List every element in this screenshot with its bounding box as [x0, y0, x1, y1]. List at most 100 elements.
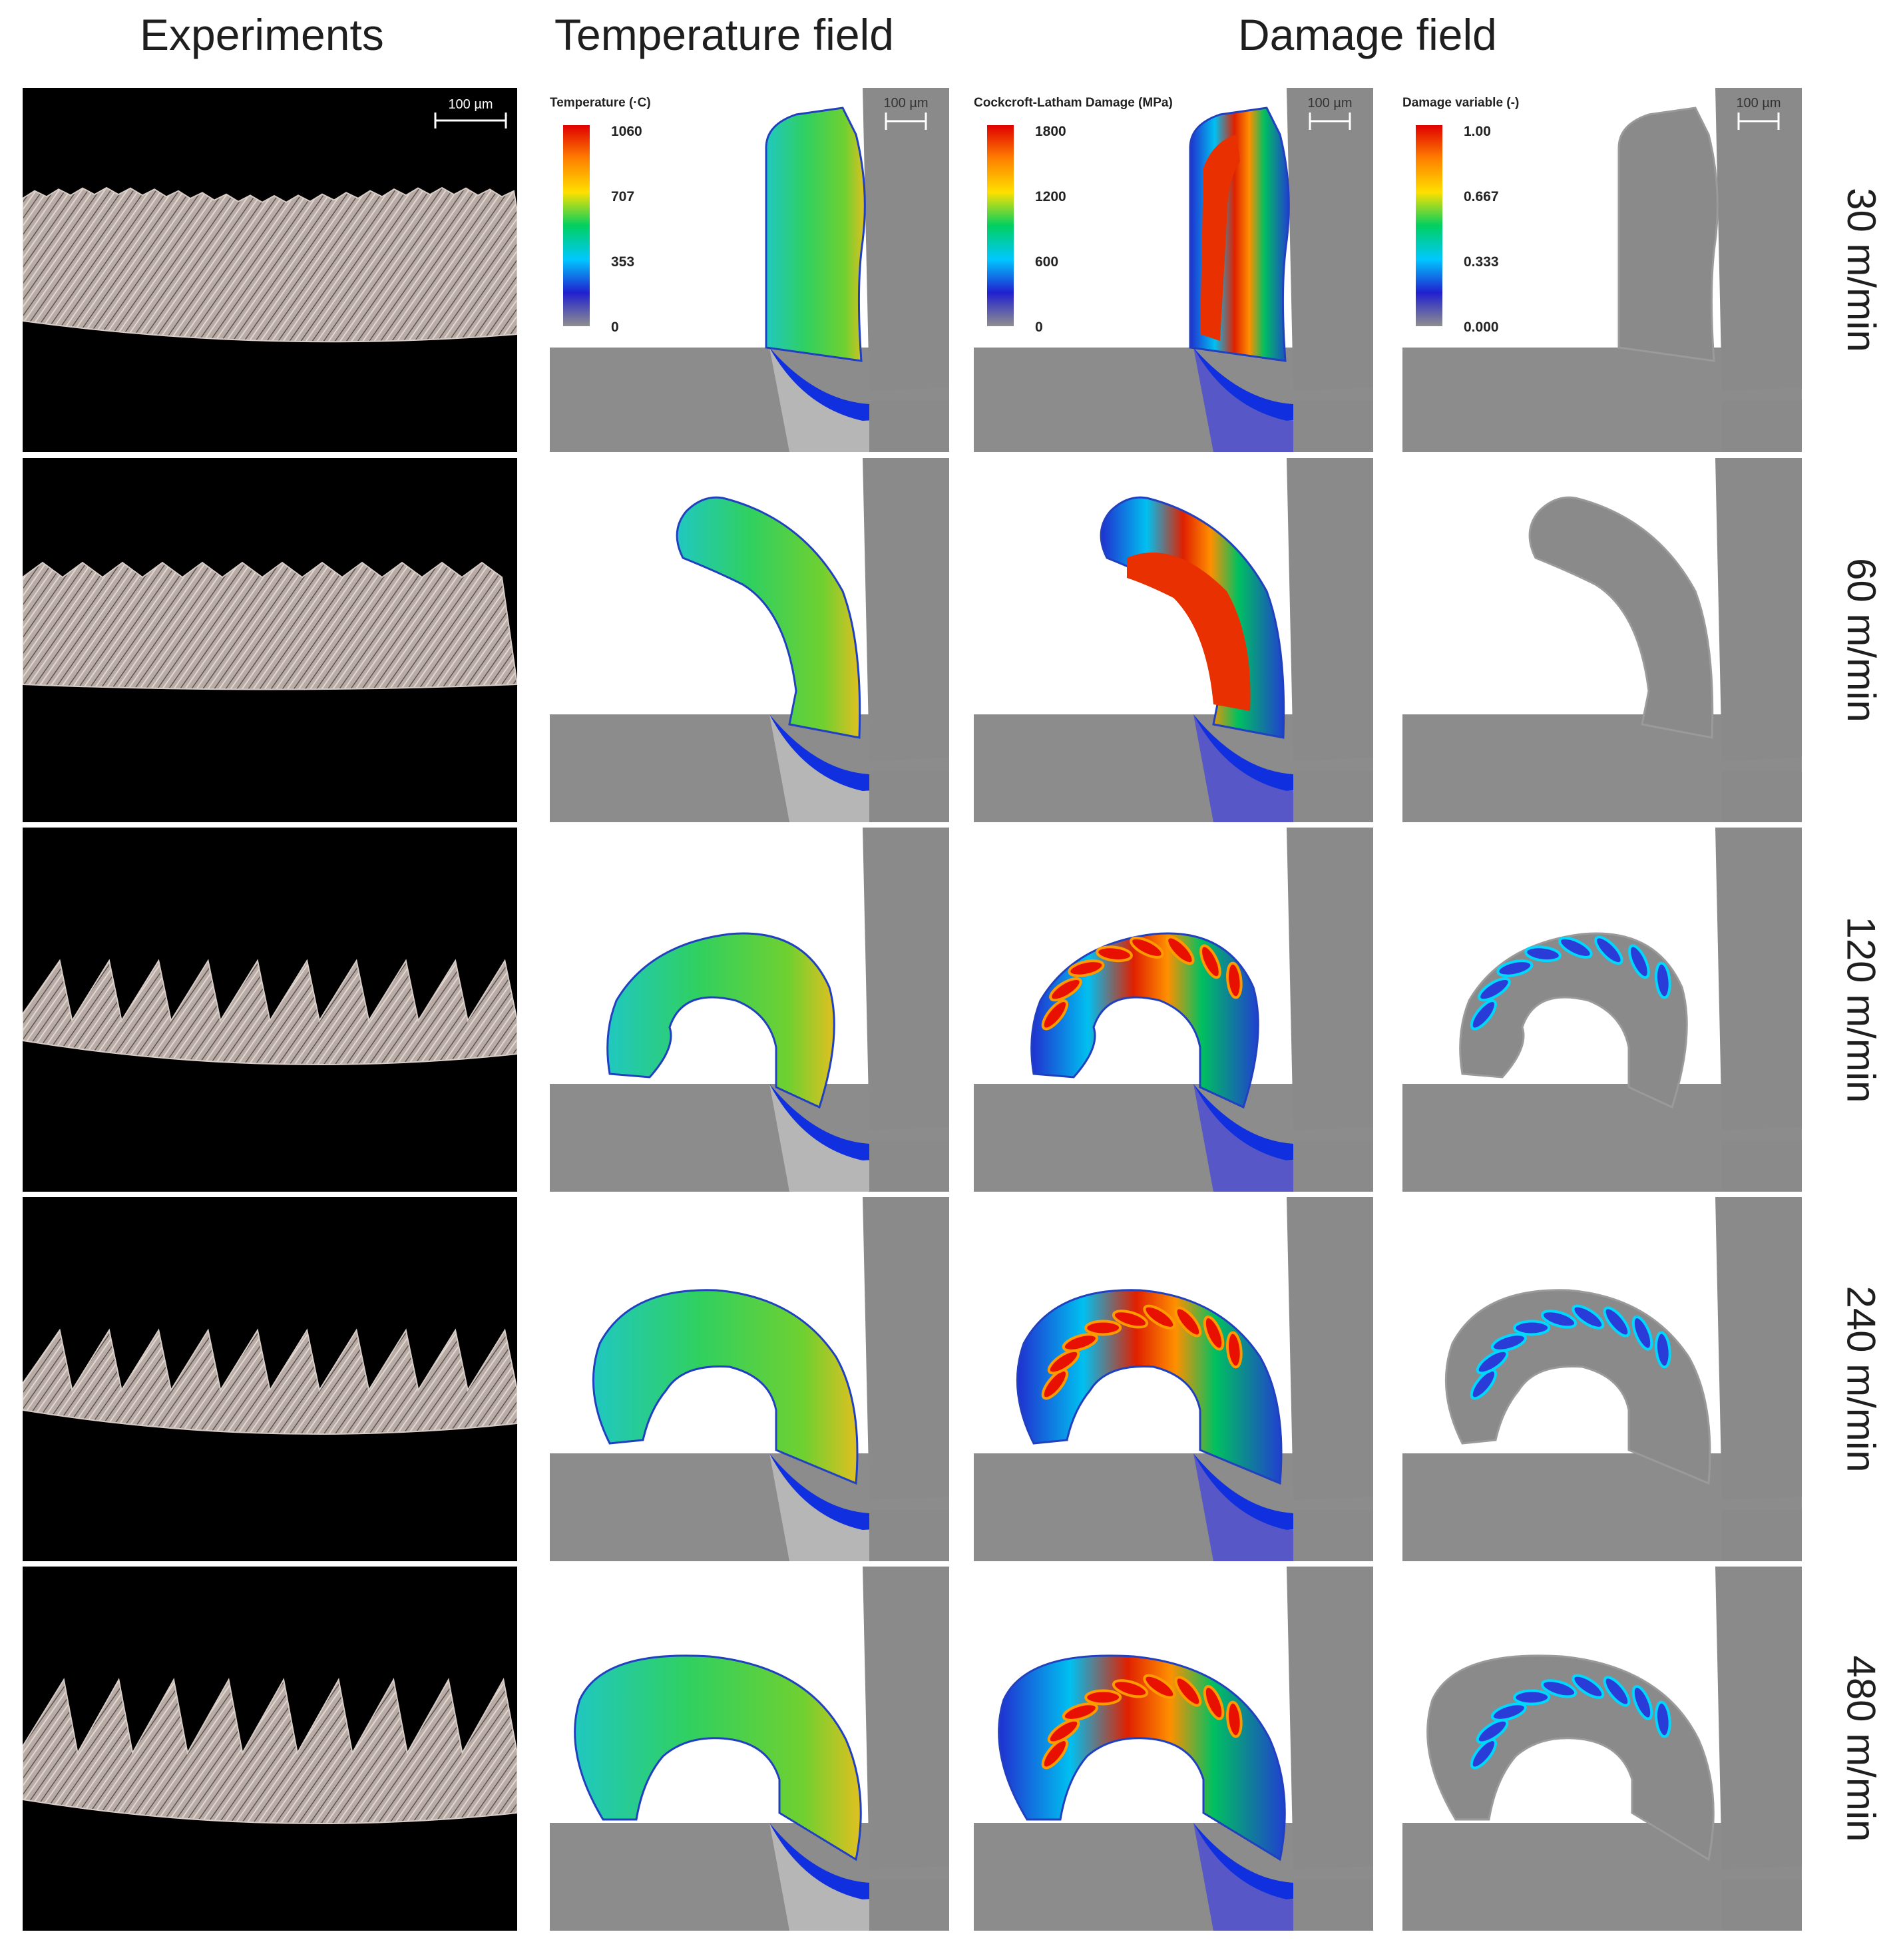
cutting-tool	[863, 1197, 949, 1500]
legend-tick: 353	[611, 254, 635, 270]
shear-band	[1203, 1685, 1225, 1720]
shear-band	[1041, 1738, 1068, 1770]
legend-tick: 1800	[1035, 124, 1066, 139]
chip-temperature-field	[574, 1654, 862, 1861]
shear-band	[1655, 961, 1671, 999]
scale-bar: 100 µm	[1732, 96, 1785, 131]
cutting-speed-text: 480 m/min	[1838, 1655, 1884, 1842]
shear-band	[1143, 1304, 1176, 1330]
cutting-speed-text: 60 m/min	[1838, 558, 1884, 722]
cutting-tool	[863, 828, 949, 1130]
shear-band	[1490, 1702, 1527, 1722]
legend-title: Cockcroft-Latham Damage (MPa)	[974, 96, 1173, 110]
damage-variable-simulation-panel	[1402, 458, 1802, 822]
cutting-speed-label: 60 m/min	[1829, 458, 1893, 822]
legend-tick: 0	[1035, 320, 1043, 335]
legend-tick: 1060	[611, 124, 642, 139]
serrated-chip	[23, 561, 517, 690]
serrated-chip	[23, 1678, 517, 1824]
legend-tick: 0	[611, 320, 619, 335]
scale-bar-label: 100 µm	[883, 96, 929, 111]
shear-band	[1470, 1738, 1497, 1770]
temperature-simulation-panel: Temperature (·C) 1060 707 353 0 100 µm	[550, 88, 949, 452]
cutting-tool	[1715, 88, 1802, 391]
legend-color-bar	[563, 125, 590, 326]
shear-band	[1655, 1700, 1671, 1738]
shear-band	[1540, 1679, 1578, 1698]
shear-band	[1490, 1333, 1527, 1352]
experiment-micrograph-panel	[23, 828, 517, 1192]
cutting-tool	[863, 458, 949, 761]
shear-band	[1594, 935, 1623, 965]
cockcroft-simulation-panel: Cockcroft-Latham Damage (MPa) 1800 1200 600…	[974, 88, 1373, 452]
shear-band	[1174, 1306, 1202, 1338]
shear-band	[1572, 1674, 1605, 1699]
shear-band	[1203, 1316, 1225, 1351]
scale-bar: 100 µm	[434, 97, 507, 128]
scale-bar: 100 µm	[1303, 96, 1357, 131]
legend-tick: 0.667	[1464, 189, 1499, 204]
shear-band	[1603, 1676, 1631, 1707]
legend-tick: 0.333	[1464, 254, 1499, 270]
chip-damage-variable-field	[1617, 107, 1719, 362]
shear-band	[1524, 945, 1562, 963]
damage-variable-simulation-panel: Damage variable (-) 1.00 0.667 0.333 0.000 10…	[1402, 88, 1802, 452]
cockcroft-simulation-panel	[974, 1197, 1373, 1561]
damage-zone	[1200, 134, 1240, 341]
chip-temperature-field	[765, 107, 866, 362]
shear-band	[1513, 1320, 1551, 1336]
cutting-speed-label: 120 m/min	[1829, 828, 1893, 1192]
legend-tick: 707	[611, 189, 635, 204]
cockcroft-simulation-panel	[974, 458, 1373, 822]
serrated-chip	[23, 959, 517, 1065]
scale-bar-label: 100 µm	[448, 97, 493, 112]
cutting-tool	[1715, 458, 1802, 761]
temperature-simulation-panel	[550, 1567, 949, 1931]
cutting-speed-text: 30 m/min	[1838, 188, 1884, 352]
cutting-speed-label: 30 m/min	[1829, 88, 1893, 452]
experiments-header: Experiments	[140, 10, 384, 59]
damage-field-header: Damage field	[1238, 10, 1497, 59]
shear-band	[1572, 1304, 1605, 1330]
cutting-speed-text: 120 m/min	[1838, 916, 1884, 1103]
shear-band	[1062, 1333, 1098, 1352]
experiment-micrograph-panel	[23, 458, 517, 822]
serrated-chip	[23, 1328, 517, 1435]
cutting-speed-label: 480 m/min	[1829, 1567, 1893, 1931]
temperature-simulation-panel	[550, 828, 949, 1192]
cutting-tool	[1715, 1197, 1802, 1500]
damage-variable-simulation-panel	[1402, 828, 1802, 1192]
chip-temperature-field	[676, 496, 861, 739]
cutting-tool	[1287, 828, 1373, 1130]
shear-band	[1112, 1310, 1149, 1329]
shear-band	[1628, 944, 1650, 979]
cutting-speed-text: 240 m/min	[1838, 1286, 1884, 1473]
shear-band	[1631, 1685, 1653, 1720]
shear-band	[1226, 961, 1243, 999]
cutting-tool	[863, 88, 949, 391]
shear-band	[1470, 1369, 1497, 1400]
shear-band	[1084, 1689, 1122, 1706]
shear-band	[1470, 999, 1497, 1031]
legend-title: Temperature (·C)	[550, 96, 651, 110]
shear-band	[1476, 1718, 1509, 1744]
shear-band	[1047, 1349, 1080, 1375]
shear-band	[1068, 959, 1105, 977]
temperature-simulation-panel	[550, 458, 949, 822]
chip-temperature-field	[606, 932, 835, 1109]
legend-color-bar	[1416, 125, 1442, 326]
legend-tick: 0.000	[1464, 320, 1499, 335]
cutting-tool	[863, 1567, 949, 1869]
shear-band	[1226, 1331, 1243, 1369]
chip-cockcroft-field	[1030, 932, 1259, 1109]
cutting-tool	[1715, 828, 1802, 1130]
experiment-micrograph-panel	[23, 1567, 517, 1931]
shear-band	[1558, 936, 1593, 959]
temperature-simulation-panel	[550, 1197, 949, 1561]
scale-bar: 100 µm	[879, 96, 933, 131]
cutting-speed-label: 240 m/min	[1829, 1197, 1893, 1561]
shear-band	[1047, 1718, 1080, 1744]
legend-title: Damage variable (-)	[1402, 96, 1520, 110]
experiment-micrograph-panel	[23, 1197, 517, 1561]
chip-damage-variable-field	[1528, 496, 1714, 739]
